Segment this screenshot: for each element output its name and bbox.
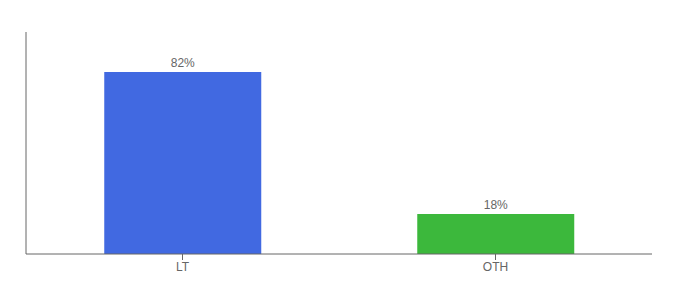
svg-text:82%: 82%	[171, 56, 195, 70]
svg-text:OTH: OTH	[483, 260, 508, 274]
svg-text:18%: 18%	[484, 198, 508, 212]
svg-text:LT: LT	[176, 260, 190, 274]
